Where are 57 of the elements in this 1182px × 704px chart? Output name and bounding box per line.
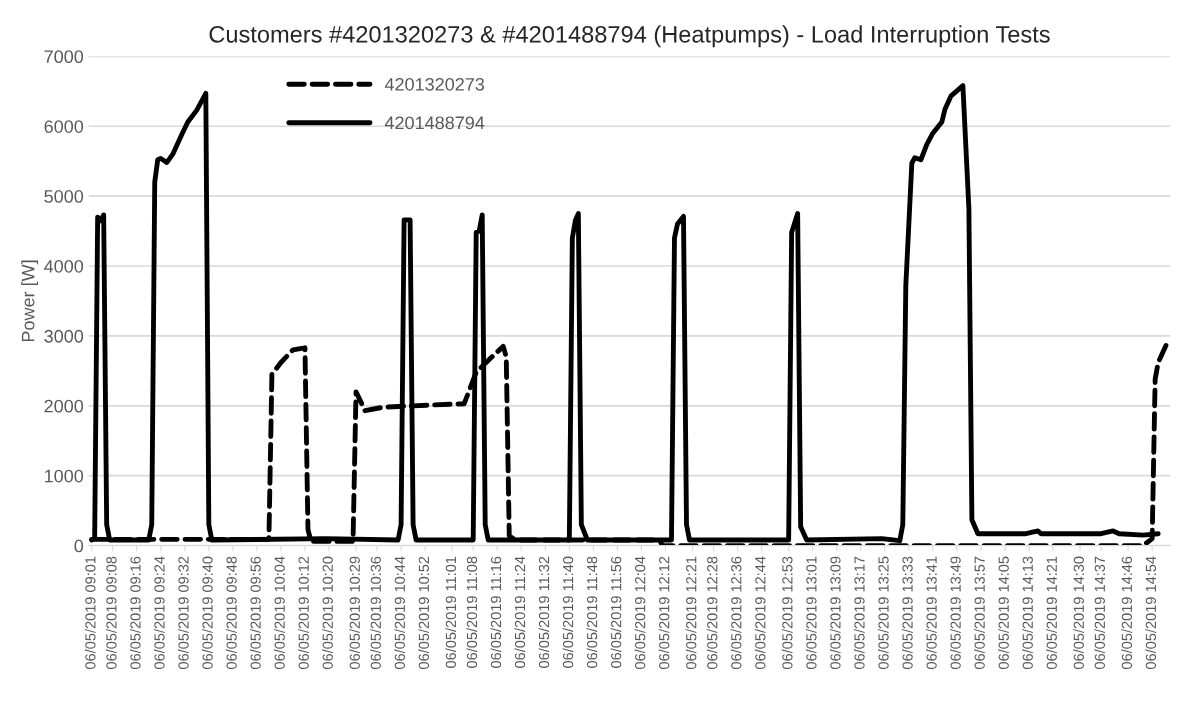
x-tick-label: 06/05/2019 10:44	[394, 556, 406, 669]
x-tick-label: 06/05/2019 14:13	[1022, 556, 1033, 669]
x-tick-label: 06/05/2019 09:56	[250, 556, 261, 669]
x-tick-label: 06/05/2019 11:40	[562, 556, 574, 668]
x-tick-label: 06/05/2019 14:46	[1121, 556, 1133, 669]
x-tick-label: 06/05/2019 12:04	[634, 556, 646, 669]
y-tick-label: 5000	[44, 190, 84, 203]
x-tick-label: 06/05/2019 12:21	[685, 556, 697, 669]
x-tick-label: 06/05/2019 12:28	[706, 556, 718, 669]
legend-label: 4201320273	[384, 77, 485, 91]
x-tick-label: 06/05/2019 09:32	[177, 556, 189, 669]
x-tick-label: 06/05/2019 11:01	[445, 556, 457, 668]
x-tick-label: 06/05/2019 12:12	[658, 556, 670, 669]
x-tick-label: 06/05/2019 12:44	[754, 556, 766, 669]
y-tick-label: 0	[74, 539, 84, 553]
x-tick-label: 06/05/2019 13:49	[950, 556, 961, 669]
x-tick-label: 06/05/2019 10:20	[322, 556, 333, 669]
x-tick-label: 06/05/2019 10:36	[370, 556, 381, 669]
x-tick-label: 06/05/2019 13:01	[805, 556, 817, 669]
x-tick-label: 06/05/2019 11:56	[610, 556, 622, 668]
x-tick-label: 06/05/2019 14:05	[998, 556, 1009, 669]
x-tick-label: 06/05/2019 11:32	[538, 556, 550, 668]
chart-title: Customers #4201320273 & #4201488794 (Heatpumps) - Load Interruption Tests	[209, 25, 1050, 48]
y-tick-label: 6000	[44, 120, 84, 133]
x-tick-label: 06/05/2019 09:16	[129, 556, 141, 669]
x-tick-label: 06/05/2019 10:52	[418, 556, 430, 669]
x-tick-label: 06/05/2019 10:04	[274, 556, 285, 669]
x-tick-label: 06/05/2019 13:33	[902, 556, 913, 669]
x-tick-label: 06/05/2019 09:24	[153, 556, 165, 669]
x-tick-label: 06/05/2019 13:09	[829, 556, 841, 669]
x-tick-label: 06/05/2019 11:48	[586, 556, 598, 668]
x-tick-label: 06/05/2019 13:57	[974, 556, 985, 669]
x-tick-label: 06/05/2019 09:08	[105, 556, 117, 669]
x-tick-label: 06/05/2019 14:30	[1073, 556, 1084, 669]
x-tick-label: 06/05/2019 09:48	[226, 556, 237, 669]
x-tick-label: 06/05/2019 12:53	[781, 556, 793, 669]
x-tick-label: 06/05/2019 11:16	[490, 556, 502, 668]
legend-label: 4201488794	[384, 116, 485, 130]
y-tick-label: 7000	[44, 50, 84, 64]
x-tick-label: 06/05/2019 12:36	[730, 556, 742, 669]
x-tick-label: 06/05/2019 14:37	[1094, 556, 1105, 669]
x-tick-label: 06/05/2019 09:01	[84, 556, 96, 669]
x-tick-label: 06/05/2019 10:12	[298, 556, 309, 669]
y-tick-label: 3000	[44, 329, 84, 343]
y-tick-label: 1000	[45, 469, 84, 483]
x-tick-label: 06/05/2019 13:25	[877, 556, 889, 669]
x-tick-label: 06/05/2019 09:40	[202, 556, 213, 669]
x-tick-label: 06/05/2019 13:41	[926, 556, 937, 669]
y-tick-label: 2000	[44, 399, 84, 413]
x-tick-label: 06/05/2019 14:54	[1145, 556, 1157, 669]
x-tick-label: 06/05/2019 11:08	[466, 556, 478, 668]
y-tick-label: 4000	[44, 259, 84, 273]
x-tick-label: 06/05/2019 13:17	[853, 556, 865, 669]
x-tick-label: 06/05/2019 14:21	[1046, 556, 1057, 669]
y-axis-title: Power [W]	[21, 260, 39, 342]
x-tick-label: 06/05/2019 11:24	[514, 556, 526, 668]
x-tick-label: 06/05/2019 10:29	[349, 556, 360, 669]
